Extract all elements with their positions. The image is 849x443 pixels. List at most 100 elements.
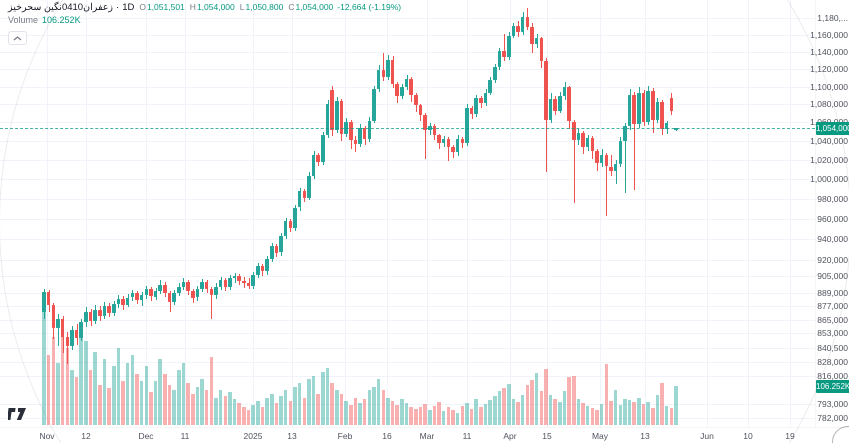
candle	[144, 288, 148, 296]
volume-bar	[618, 404, 622, 425]
volume-bar	[581, 403, 585, 425]
candle	[400, 87, 404, 97]
volume-bar	[534, 372, 539, 425]
candle	[376, 70, 381, 90]
candle	[437, 135, 441, 143]
horizontal-gridline	[0, 293, 815, 294]
candle	[595, 151, 599, 163]
volume-bar	[293, 386, 297, 425]
volume-bar	[400, 399, 404, 425]
candle-wick	[383, 52, 385, 82]
candle	[283, 220, 288, 236]
price-axis-label: 1,100,000	[810, 82, 848, 92]
time-axis-label: 13	[640, 431, 650, 441]
candle	[149, 288, 153, 297]
candle	[214, 286, 218, 296]
volume-bar	[135, 373, 139, 425]
collapse-legend-button[interactable]	[8, 31, 27, 45]
volume-bar	[655, 394, 660, 425]
price-axis-label: 1,040,000	[810, 136, 848, 146]
candle	[125, 297, 130, 306]
price-axis-label: 889,000	[817, 288, 848, 298]
volume-bar	[237, 403, 241, 425]
symbol-name[interactable]: زعفران0410نگین سحرخیز	[8, 1, 114, 13]
vertical-gridline	[645, 0, 646, 427]
candle	[130, 293, 134, 298]
candle	[228, 278, 232, 287]
current-price-badge: 1,054,000	[816, 122, 849, 135]
volume-bar	[279, 395, 283, 425]
volume-bar	[469, 408, 474, 425]
volume-bar	[98, 384, 102, 425]
vertical-gridline	[185, 0, 186, 427]
interval-value[interactable]: 1D	[122, 1, 135, 13]
candle	[381, 70, 385, 77]
volume-bar	[590, 407, 595, 425]
candle	[265, 258, 269, 272]
low-label: L	[239, 2, 245, 12]
time-axis-label: 10	[743, 431, 753, 441]
volume-label[interactable]: Volume	[8, 15, 39, 25]
volume-bar	[209, 357, 213, 425]
candle	[209, 288, 213, 296]
tradingview-logo[interactable]	[6, 405, 28, 421]
horizontal-gridline	[0, 199, 815, 200]
candle	[534, 38, 539, 45]
horizontal-gridline	[0, 260, 815, 261]
volume-bar	[214, 397, 218, 425]
time-axis-label: Apr	[503, 431, 517, 441]
price-axis-label: 1,140,000	[810, 47, 848, 57]
volume-bar	[395, 404, 399, 425]
candle	[669, 98, 674, 111]
volume-bar	[246, 410, 251, 425]
volume-bar	[562, 391, 567, 425]
candle-wick	[634, 91, 636, 190]
price-axis[interactable]: 1,180,... 1,160,000 1,140,000 1,120,000 1,10…	[810, 0, 849, 427]
candle	[660, 101, 664, 129]
volume-bar	[46, 355, 51, 425]
candle	[553, 99, 557, 111]
change-value: -12,664 (-1.19%)	[337, 2, 402, 12]
volume-bar	[572, 375, 576, 425]
price-axis-label: 865,000	[817, 315, 848, 325]
vertical-gridline	[510, 0, 511, 427]
horizontal-gridline	[0, 239, 815, 240]
volume-bar	[479, 407, 483, 425]
candle	[479, 98, 483, 104]
candle-wick	[67, 332, 69, 365]
price-axis-label: 782,000	[817, 413, 848, 423]
candle-wick	[211, 286, 213, 319]
candle	[246, 283, 251, 286]
candle	[237, 275, 241, 282]
candle-wick	[462, 137, 464, 149]
volume-bar	[516, 402, 520, 425]
close-label: C	[288, 2, 295, 12]
horizontal-gridline	[0, 18, 815, 19]
price-axis-label: 1,120,000	[810, 64, 848, 74]
volume-bar	[307, 379, 311, 425]
candle	[153, 291, 158, 297]
time-axis[interactable]: Nov 12 Dec 11 2025 13 Feb 16 Mar 11 Apr 15 May 13 Jun 1…	[0, 427, 849, 443]
candle	[232, 275, 237, 278]
candle	[390, 59, 395, 84]
horizontal-gridline	[0, 69, 815, 70]
candle	[288, 220, 292, 228]
candle	[637, 92, 641, 125]
candle	[218, 280, 223, 287]
candle	[177, 286, 181, 294]
candle	[465, 108, 469, 143]
candle	[516, 25, 520, 33]
volume-bar	[223, 395, 227, 425]
candle	[270, 246, 274, 259]
vertical-gridline	[467, 0, 468, 427]
volume-bar	[149, 392, 153, 425]
horizontal-gridline	[0, 35, 815, 36]
candle	[651, 91, 655, 120]
time-axis-label: Nov	[39, 431, 55, 441]
volume-bar	[539, 391, 543, 425]
volume-bar	[525, 384, 529, 425]
vertical-gridline	[547, 0, 548, 427]
volume-bar	[130, 355, 134, 425]
candle	[316, 155, 320, 162]
